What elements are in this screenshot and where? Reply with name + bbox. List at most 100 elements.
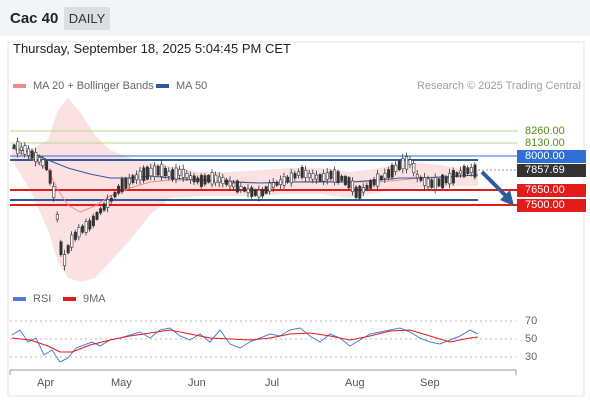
candle-body bbox=[145, 166, 149, 180]
level-8000-tag: 8000.00 bbox=[517, 150, 586, 163]
candle-body bbox=[318, 174, 322, 182]
candle-body bbox=[444, 176, 448, 184]
candle-body bbox=[52, 186, 56, 198]
candle-body bbox=[163, 168, 167, 177]
research-credit: Research © 2025 Trading Central bbox=[416, 80, 581, 92]
candle-body bbox=[167, 171, 171, 177]
month-sep: Sep bbox=[420, 377, 440, 389]
candle-body bbox=[88, 220, 92, 230]
candle-body bbox=[336, 171, 340, 183]
candle-body bbox=[408, 159, 412, 166]
candle-body bbox=[34, 152, 38, 162]
candle-body bbox=[311, 173, 315, 180]
candle-body bbox=[91, 215, 95, 227]
candle-body bbox=[232, 182, 236, 188]
candle-body bbox=[455, 172, 459, 177]
candle-body bbox=[279, 179, 283, 185]
ma20-swatch bbox=[13, 84, 26, 88]
candle-body bbox=[369, 180, 373, 189]
candle-body bbox=[189, 175, 193, 181]
candle-body bbox=[41, 159, 45, 167]
candle-body bbox=[459, 170, 463, 175]
candle-body bbox=[199, 175, 203, 187]
last-price-tag: 7857.69 bbox=[517, 164, 586, 177]
candle-body bbox=[174, 167, 178, 180]
candle-body bbox=[354, 186, 358, 198]
level-7650-tag: 7650.00 bbox=[517, 184, 586, 197]
month-jul: Jul bbox=[265, 377, 280, 389]
level-8130-tag: 8130.00 bbox=[525, 137, 565, 149]
candle-body bbox=[423, 177, 427, 186]
candle-body bbox=[210, 172, 214, 185]
legend-rsi-label: RSI bbox=[33, 293, 52, 305]
forecast-arrow bbox=[480, 170, 508, 198]
candle-body bbox=[127, 177, 131, 185]
candle-body bbox=[225, 179, 229, 185]
candle-body bbox=[81, 225, 85, 233]
legend-ma20-label: MA 20 + Bollinger Bands bbox=[33, 80, 154, 92]
timeframe-button[interactable]: DAILY bbox=[64, 7, 110, 30]
candle-body bbox=[300, 166, 304, 178]
candle-body bbox=[433, 177, 437, 190]
candle-body bbox=[124, 177, 128, 189]
candle-body bbox=[394, 164, 398, 172]
ma50-swatch bbox=[156, 84, 169, 88]
candle-body bbox=[325, 172, 329, 180]
candle-body bbox=[469, 167, 473, 173]
candle-body bbox=[383, 173, 387, 179]
candle-body bbox=[185, 172, 189, 178]
chart-frame bbox=[7, 41, 585, 397]
candle-body bbox=[441, 174, 445, 189]
candle-body bbox=[48, 170, 52, 184]
candle-body bbox=[63, 254, 67, 267]
candle-body bbox=[397, 160, 401, 171]
legend-rsi: RSI bbox=[13, 293, 51, 305]
candle-body bbox=[156, 165, 160, 176]
candle-body bbox=[466, 167, 470, 175]
candle-body bbox=[106, 199, 110, 208]
candle-body bbox=[153, 165, 157, 177]
candle-body bbox=[181, 168, 185, 178]
candle-body bbox=[315, 174, 319, 180]
candle-body bbox=[37, 157, 41, 163]
candle-body bbox=[243, 187, 247, 192]
candle-body bbox=[113, 192, 117, 198]
candle-body bbox=[19, 146, 23, 151]
candle-body bbox=[171, 169, 175, 180]
candle-body bbox=[120, 178, 124, 193]
legend-9ma: 9MA bbox=[63, 293, 106, 305]
chart-datetime: Thursday, September 18, 2025 5:04:45 PM … bbox=[13, 41, 291, 56]
candle-body bbox=[264, 186, 268, 194]
candle-body bbox=[322, 172, 326, 182]
month-jun: Jun bbox=[188, 377, 206, 389]
candlesticks bbox=[12, 137, 477, 271]
candle-body bbox=[246, 188, 250, 193]
candle-body bbox=[221, 177, 225, 185]
candle-body bbox=[307, 173, 311, 178]
candle-body bbox=[412, 163, 416, 174]
candle-body bbox=[333, 169, 337, 183]
candle-body bbox=[372, 179, 376, 186]
candle-body bbox=[473, 164, 477, 178]
candle-body bbox=[365, 185, 369, 190]
candle-body bbox=[160, 163, 164, 177]
month-aug: Aug bbox=[345, 377, 365, 389]
candle-body bbox=[135, 174, 139, 181]
candle-body bbox=[12, 144, 16, 149]
candle-body bbox=[207, 174, 211, 183]
candle-body bbox=[257, 189, 261, 198]
instrument-title: Cac 40 bbox=[10, 10, 59, 27]
legend-ma20: MA 20 + Bollinger Bands bbox=[13, 80, 154, 92]
candle-body bbox=[387, 169, 391, 178]
candle-body bbox=[196, 177, 200, 183]
candle-body bbox=[261, 189, 265, 197]
rsi-line bbox=[11, 327, 479, 363]
rsi-tick-70: 70 bbox=[525, 315, 538, 327]
candle-body bbox=[27, 148, 31, 156]
candle-body bbox=[426, 178, 430, 187]
candle-body bbox=[361, 187, 365, 193]
candle-body bbox=[178, 169, 182, 176]
candle-body bbox=[351, 180, 355, 193]
candle-body bbox=[401, 158, 405, 170]
